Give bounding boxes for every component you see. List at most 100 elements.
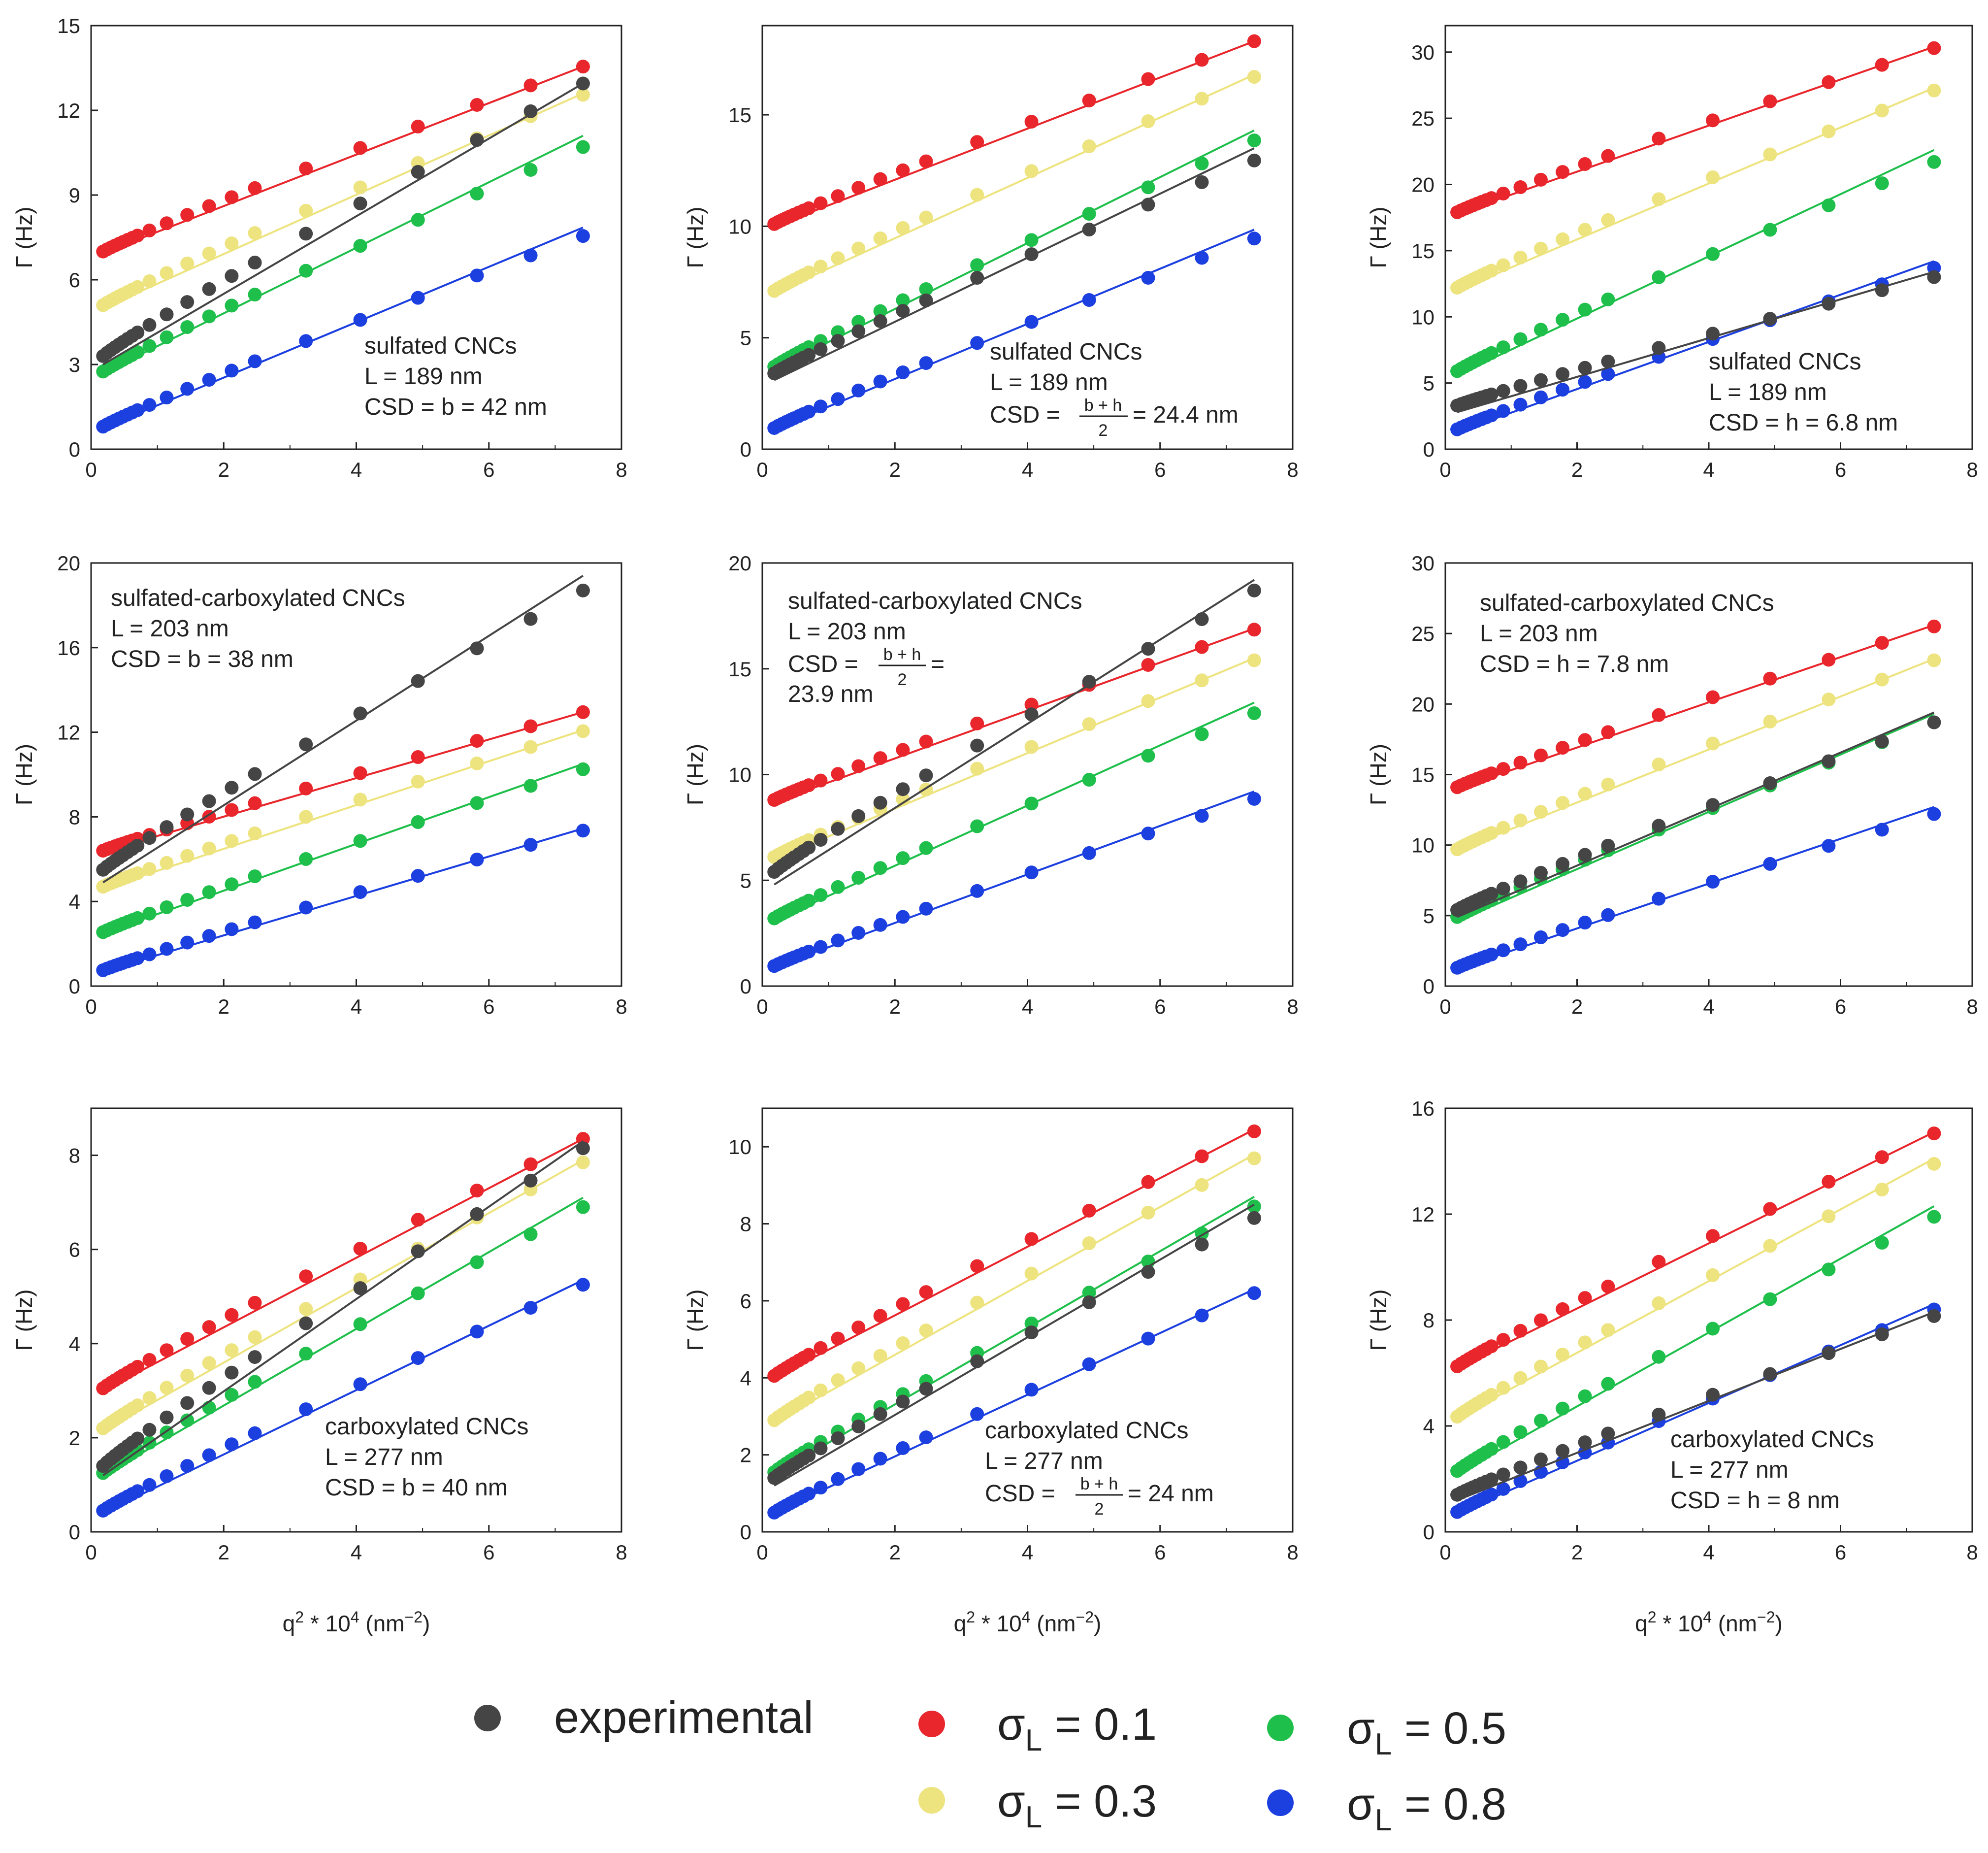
point-experimental (873, 1407, 887, 1421)
point-experimental (851, 324, 866, 338)
point-experimental (1875, 283, 1889, 298)
y-tick-label: 2 (740, 1444, 751, 1467)
point-sigma-0.8 (523, 248, 538, 263)
point-sigma-0.3 (576, 724, 590, 738)
point-sigma-0.3 (1513, 813, 1528, 827)
y-tick-label: 15 (1411, 239, 1434, 263)
point-sigma-0.3 (1247, 70, 1261, 84)
fit-line-sigma-0.5 (102, 763, 584, 934)
point-experimental (225, 1365, 239, 1380)
point-sigma-0.1 (896, 743, 910, 757)
point-sigma-0.8 (248, 915, 262, 929)
point-experimental (814, 342, 828, 356)
point-sigma-0.1 (1484, 1339, 1499, 1354)
point-sigma-0.3 (851, 241, 866, 256)
point-sigma-0.1 (831, 767, 845, 781)
point-sigma-0.5 (470, 187, 484, 201)
point-experimental (1484, 387, 1499, 401)
point-sigma-0.1 (160, 1343, 174, 1357)
point-sigma-0.1 (1578, 733, 1592, 747)
point-sigma-0.3 (1247, 1151, 1261, 1165)
point-sigma-0.8 (523, 1301, 538, 1315)
point-sigma-0.3 (299, 810, 313, 824)
point-sigma-0.1 (851, 181, 866, 195)
point-experimental (576, 583, 590, 597)
point-sigma-0.3 (873, 1349, 887, 1363)
point-sigma-0.5 (1247, 706, 1261, 720)
point-sigma-0.3 (1484, 826, 1499, 840)
x-tick-label: 2 (889, 995, 901, 1018)
point-experimental (202, 1381, 216, 1395)
point-sigma-0.3 (142, 274, 157, 288)
point-sigma-0.3 (142, 1391, 157, 1405)
point-sigma-0.1 (896, 163, 910, 177)
point-sigma-0.5 (1763, 223, 1777, 237)
csd-suffix: = 24 nm (1128, 1481, 1214, 1507)
point-sigma-0.1 (1484, 766, 1499, 781)
point-sigma-0.5 (180, 1413, 195, 1427)
point-sigma-0.5 (1082, 773, 1096, 787)
point-experimental (873, 795, 887, 810)
x-tick-label: 0 (85, 995, 97, 1018)
csd-suffix: = 24.4 nm (1133, 402, 1238, 428)
y-tick-label: 0 (69, 1521, 80, 1544)
point-sigma-0.8 (1556, 923, 1570, 937)
point-experimental (411, 674, 425, 688)
point-sigma-0.8 (1141, 1331, 1155, 1346)
point-sigma-0.5 (1082, 207, 1096, 221)
point-sigma-0.5 (411, 213, 425, 227)
point-experimental (1533, 865, 1548, 880)
point-sigma-0.3 (470, 756, 484, 770)
point-experimental (411, 1244, 425, 1258)
point-sigma-0.1 (970, 1259, 984, 1273)
x-tick-label: 8 (1966, 458, 1978, 481)
point-sigma-0.1 (523, 1157, 538, 1171)
point-sigma-0.1 (1706, 113, 1720, 128)
legend-marker-sigma-0.8 (1267, 1789, 1294, 1816)
point-sigma-0.1 (1556, 741, 1570, 755)
point-experimental (970, 738, 984, 753)
point-experimental (470, 641, 484, 656)
point-experimental (1556, 367, 1570, 381)
x-tick-label: 4 (1703, 1541, 1714, 1564)
point-sigma-0.1 (160, 216, 174, 231)
point-sigma-0.5 (851, 871, 866, 885)
point-experimental (142, 1423, 157, 1437)
point-sigma-0.3 (576, 1155, 590, 1169)
point-experimental (1875, 1327, 1889, 1341)
point-sigma-0.3 (1141, 1205, 1155, 1220)
y-tick-label: 6 (69, 1238, 80, 1261)
point-sigma-0.3 (130, 280, 145, 294)
panel-sulfated-carboxylated-b: 0 2 4 6 8 0 4 8 12 16 20 Γ (Hz) sulfated-carboxylat… (11, 552, 627, 1018)
x-tick-label: 6 (483, 995, 494, 1018)
point-sigma-0.1 (1706, 1229, 1720, 1243)
fit-line-sigma-0.1 (102, 1138, 584, 1392)
point-sigma-0.8 (814, 940, 828, 954)
fit-line-sigma-0.8 (1457, 806, 1935, 970)
point-sigma-0.5 (1141, 749, 1155, 763)
point-experimental (1513, 379, 1528, 393)
x-tick-label: 6 (1154, 995, 1166, 1018)
point-sigma-0.1 (411, 750, 425, 764)
point-sigma-0.5 (1822, 198, 1836, 212)
point-sigma-0.5 (802, 893, 816, 908)
fit-line-sigma-0.8 (774, 1288, 1255, 1514)
point-sigma-0.1 (248, 1295, 262, 1310)
y-tick-label: 25 (1411, 622, 1434, 645)
point-experimental (160, 307, 174, 322)
x-tick-label: 2 (889, 1541, 901, 1564)
point-sigma-0.8 (1513, 1474, 1528, 1488)
x-tick-label: 2 (1571, 995, 1583, 1018)
x-tick-label: 2 (218, 458, 229, 481)
point-experimental (970, 1354, 984, 1368)
point-sigma-0.8 (353, 1377, 367, 1391)
point-sigma-0.8 (411, 869, 425, 883)
y-tick-label: 0 (69, 438, 80, 461)
fit-line-sigma-0.3 (1457, 1158, 1935, 1419)
y-tick-label: 0 (1423, 438, 1434, 461)
x-tick-label: 8 (1966, 1541, 1978, 1564)
point-sigma-0.1 (1082, 94, 1096, 108)
point-sigma-0.8 (130, 1484, 145, 1498)
point-sigma-0.1 (1533, 172, 1548, 187)
point-experimental (1533, 1452, 1548, 1466)
